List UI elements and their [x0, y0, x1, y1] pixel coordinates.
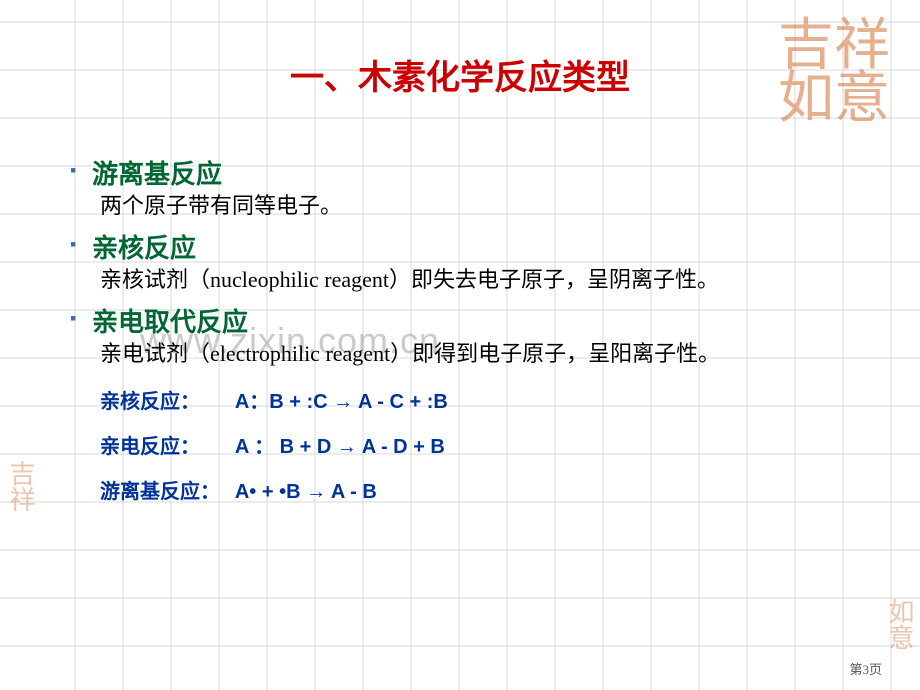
bullet-icon: ▪ — [70, 308, 80, 329]
heading-text-1: 游离基反应 — [92, 154, 222, 191]
slide-title: 一、木素化学反应类型 — [70, 50, 850, 99]
equation-label-1: 亲核反应： — [100, 385, 230, 414]
equation-expr-1: A：B + :C → A - C + :B — [235, 391, 448, 413]
page-number: 第3页 — [849, 659, 882, 678]
bullet-icon: ▪ — [70, 234, 80, 255]
section-body-3: 亲电试剂（electrophilic reagent）即得到电子原子，呈阳离子性… — [100, 339, 850, 370]
section-body-2: 亲核试剂（nucleophilic reagent）即失去电子原子，呈阴离子性。 — [100, 265, 850, 296]
equation-label-3: 游离基反应： — [100, 475, 230, 504]
seal-decoration-bottom: 如意 — [881, 598, 918, 650]
equation-2: 亲电反应： A ： B + D → A - D + B — [100, 430, 850, 459]
seal-decoration-left: 吉祥 — [2, 460, 39, 512]
bullet-icon: ▪ — [70, 160, 80, 181]
equation-expr-3: A• + •B → A - B — [235, 481, 377, 503]
section-heading-3: ▪ 亲电取代反应 — [70, 302, 850, 339]
section-heading-1: ▪ 游离基反应 — [70, 154, 850, 191]
equation-1: 亲核反应： A：B + :C → A - C + :B — [100, 385, 850, 414]
section-heading-2: ▪ 亲核反应 — [70, 228, 850, 265]
heading-text-2: 亲核反应 — [92, 228, 196, 265]
section-body-1: 两个原子带有同等电子。 — [100, 191, 850, 222]
equation-expr-2: A ： B + D → A - D + B — [235, 436, 445, 458]
equation-3: 游离基反应： A• + •B → A - B — [100, 475, 850, 504]
equation-label-2: 亲电反应： — [100, 430, 230, 459]
heading-text-3: 亲电取代反应 — [92, 302, 248, 339]
